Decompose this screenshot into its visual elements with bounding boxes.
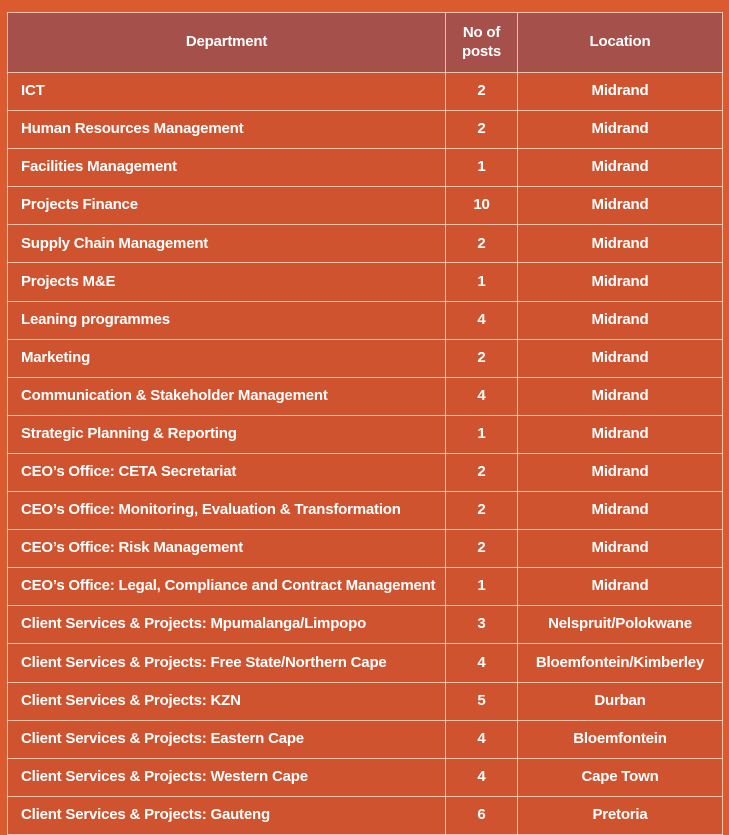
department-cell: Leaning programmes xyxy=(7,300,446,340)
department-cell: CEO’s Office: Legal, Compliance and Cont… xyxy=(7,567,446,607)
table-row: Supply Chain Management 2 Midrand xyxy=(7,224,723,264)
department-cell: CEO’s Office: Risk Management xyxy=(7,529,446,569)
header-row: Department No of posts Location xyxy=(7,12,723,73)
table-row: Leaning programmes 4 Midrand xyxy=(7,300,723,340)
location-cell: Midrand xyxy=(517,300,723,340)
location-cell: Midrand xyxy=(517,224,723,264)
department-cell: CEO’s Office: Monitoring, Evaluation & T… xyxy=(7,491,446,531)
table-row: CEO’s Office: Legal, Compliance and Cont… xyxy=(7,567,723,607)
table-row: Facilities Management 1 Midrand xyxy=(7,148,723,188)
table-row: Projects Finance 10 Midrand xyxy=(7,186,723,226)
department-cell: Client Services & Projects: Western Cape xyxy=(7,757,446,797)
posts-cell: 4 xyxy=(445,643,518,683)
table-row: ICT 2 Midrand xyxy=(7,71,723,112)
department-cell: Strategic Planning & Reporting xyxy=(7,414,446,454)
location-cell: Midrand xyxy=(517,186,723,226)
posts-cell: 2 xyxy=(445,491,518,531)
posts-cell: 2 xyxy=(445,452,518,493)
location-cell: Nelspruit/Polokwane xyxy=(517,605,723,645)
posts-cell: 4 xyxy=(445,300,518,340)
table-row: CEO’s Office: CETA Secretariat 2 Midrand xyxy=(7,452,723,493)
posts-cell: 2 xyxy=(445,338,518,378)
table-row: CEO’s Office: Risk Management 2 Midrand xyxy=(7,529,723,569)
posts-cell: 1 xyxy=(445,414,518,454)
location-cell: Midrand xyxy=(517,110,723,150)
department-cell: Client Services & Projects: Eastern Cape xyxy=(7,719,446,759)
posts-cell: 1 xyxy=(445,567,518,607)
department-cell: Client Services & Projects: KZN xyxy=(7,681,446,721)
location-cell: Midrand xyxy=(517,491,723,531)
location-cell: Midrand xyxy=(517,376,723,416)
location-cell: Bloemfontein/Kimberley xyxy=(517,643,723,683)
posts-cell: 4 xyxy=(445,376,518,416)
location-cell: Midrand xyxy=(517,452,723,493)
location-cell: Pretoria xyxy=(517,795,723,835)
posts-cell: 4 xyxy=(445,719,518,759)
department-cell: Client Services & Projects: Free State/N… xyxy=(7,643,446,683)
posts-cell: 2 xyxy=(445,110,518,150)
location-cell: Midrand xyxy=(517,71,723,112)
department-cell: ICT xyxy=(7,71,446,112)
posts-cell: 6 xyxy=(445,795,518,835)
posts-cell: 5 xyxy=(445,681,518,721)
table-header: Department No of posts Location xyxy=(7,12,723,73)
posts-cell: 10 xyxy=(445,186,518,226)
posts-cell: 2 xyxy=(445,529,518,569)
posts-cell: 2 xyxy=(445,71,518,112)
posts-cell: 2 xyxy=(445,224,518,264)
posts-cell: 1 xyxy=(445,262,518,302)
column-header-department: Department xyxy=(7,12,446,73)
table-row: CEO’s Office: Monitoring, Evaluation & T… xyxy=(7,491,723,531)
column-header-no-of-posts: No of posts xyxy=(445,12,518,73)
location-cell: Durban xyxy=(517,681,723,721)
department-cell: Client Services & Projects: Gauteng xyxy=(7,795,446,835)
posts-cell: 4 xyxy=(445,757,518,797)
location-cell: Bloemfontein xyxy=(517,719,723,759)
column-header-location: Location xyxy=(517,12,723,73)
posts-cell: 1 xyxy=(445,148,518,188)
vacancies-table-container: Department No of posts Location ICT 2 Midr… xyxy=(7,12,723,835)
vacancies-table: Department No of posts Location ICT 2 Midr… xyxy=(7,12,723,835)
department-cell: Marketing xyxy=(7,338,446,378)
table-row: Client Services & Projects: KZN 5 Durban xyxy=(7,681,723,721)
table-row: Client Services & Projects: Mpumalanga/L… xyxy=(7,605,723,645)
department-cell: Supply Chain Management xyxy=(7,224,446,264)
location-cell: Midrand xyxy=(517,414,723,454)
department-cell: Projects M&E xyxy=(7,262,446,302)
table-row: Client Services & Projects: Eastern Cape… xyxy=(7,719,723,759)
table-row: Marketing 2 Midrand xyxy=(7,338,723,378)
posts-cell: 3 xyxy=(445,605,518,645)
location-cell: Midrand xyxy=(517,148,723,188)
location-cell: Midrand xyxy=(517,338,723,378)
table-row: Strategic Planning & Reporting 1 Midrand xyxy=(7,414,723,454)
department-cell: Projects Finance xyxy=(7,186,446,226)
location-cell: Midrand xyxy=(517,567,723,607)
table-row: Projects M&E 1 Midrand xyxy=(7,262,723,302)
table-body: ICT 2 Midrand Human Resources Management 2 Mi… xyxy=(7,71,723,835)
table-row: Client Services & Projects: Western Cape… xyxy=(7,757,723,797)
department-cell: Human Resources Management xyxy=(7,110,446,150)
department-cell: Client Services & Projects: Mpumalanga/L… xyxy=(7,605,446,645)
location-cell: Cape Town xyxy=(517,757,723,797)
table-row: Communication & Stakeholder Management 4 M… xyxy=(7,376,723,416)
table-row: Human Resources Management 2 Midrand xyxy=(7,110,723,150)
department-cell: CEO’s Office: CETA Secretariat xyxy=(7,452,446,493)
location-cell: Midrand xyxy=(517,529,723,569)
location-cell: Midrand xyxy=(517,262,723,302)
table-row: Client Services & Projects: Gauteng 6 Pret… xyxy=(7,795,723,835)
department-cell: Communication & Stakeholder Management xyxy=(7,376,446,416)
department-cell: Facilities Management xyxy=(7,148,446,188)
table-row: Client Services & Projects: Free State/N… xyxy=(7,643,723,683)
